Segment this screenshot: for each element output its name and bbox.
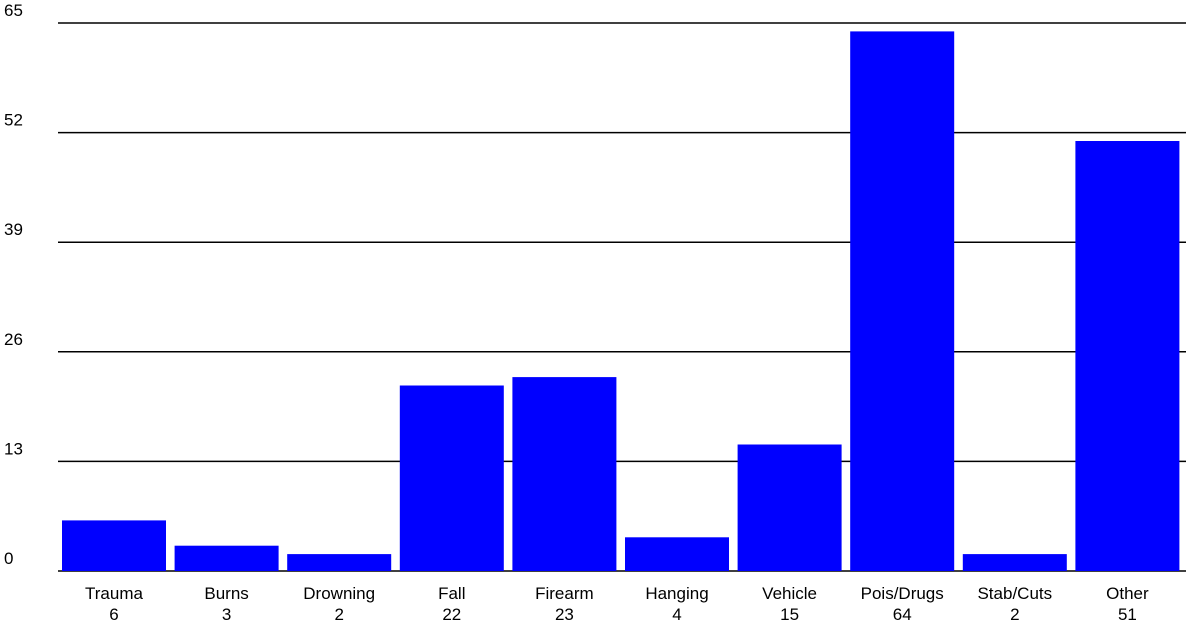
y-tick-label: 0 [4, 549, 13, 568]
category-label: Burns [204, 584, 248, 603]
bar-stab-cuts [962, 554, 1067, 571]
y-tick-label: 65 [4, 1, 23, 20]
x-axis-labels: Trauma 6 Burns 3 Drowning 2 Fall 22 Firearm 23 Han… [85, 584, 1149, 624]
category-label: Firearm [535, 584, 594, 603]
bar-fall [399, 385, 504, 571]
bar-pois-drugs [850, 31, 955, 571]
value-label: 3 [222, 605, 231, 624]
bar-other [1075, 141, 1180, 571]
bar-drowning [287, 554, 392, 571]
value-label: 51 [1118, 605, 1137, 624]
category-label: Drowning [303, 584, 375, 603]
category-label: Pois/Drugs [861, 584, 944, 603]
gridlines [58, 22, 1186, 572]
value-label: 64 [893, 605, 912, 624]
y-tick-label: 13 [4, 439, 23, 458]
y-tick-label: 26 [4, 330, 23, 349]
value-label: 15 [780, 605, 799, 624]
value-label: 6 [109, 605, 118, 624]
value-label: 2 [1010, 605, 1019, 624]
bar-trauma [62, 520, 166, 571]
category-label: Stab/Cuts [977, 584, 1052, 603]
y-tick-label: 39 [4, 220, 23, 239]
bar-vehicle [737, 444, 842, 571]
category-label: Trauma [85, 584, 143, 603]
value-label: 2 [334, 605, 343, 624]
category-label: Other [1106, 584, 1149, 603]
value-label: 23 [555, 605, 574, 624]
bar-firearm [512, 377, 617, 571]
y-axis-ticks: 0 13 26 39 52 65 [4, 1, 23, 568]
bar-hanging [625, 537, 729, 571]
bar-burns [174, 545, 279, 571]
bars [62, 31, 1180, 571]
value-label: 22 [442, 605, 461, 624]
category-label: Vehicle [762, 584, 817, 603]
category-label: Hanging [645, 584, 708, 603]
y-tick-label: 52 [4, 111, 23, 130]
value-label: 4 [672, 605, 681, 624]
category-label: Fall [438, 584, 465, 603]
